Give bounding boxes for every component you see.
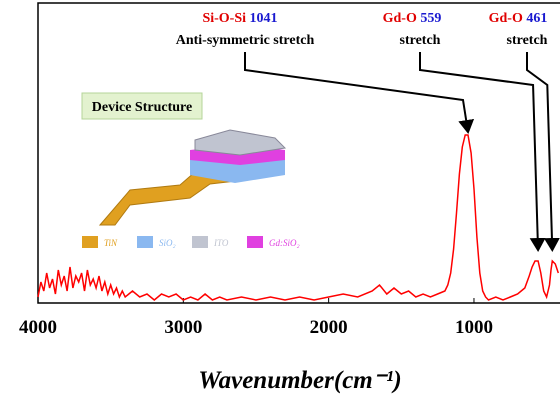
annotation-name: Si-O-Si [202, 11, 246, 26]
device-ito [194, 129, 287, 156]
annotation-note: stretch [400, 33, 441, 48]
annotation-value: 1041 [250, 11, 278, 26]
inset-title: Device Structure [92, 100, 192, 115]
legend-label: SiO₂ [159, 238, 176, 248]
annotation-label: Gd-O 559 [383, 11, 442, 26]
annotation-arrow [526, 52, 560, 252]
spectrum-line [37, 134, 560, 301]
plot-frame [37, 2, 560, 304]
legend-swatch [137, 236, 153, 248]
x-tick-label: 2000 [310, 317, 348, 338]
annotation-note: Anti-symmetric stretch [176, 33, 315, 48]
annotation-label: Si-O-Si 1041 [202, 11, 277, 26]
annotation-value: 461 [526, 11, 547, 26]
x-tick-label: 4000 [19, 317, 57, 338]
annotation-arrow [244, 52, 475, 134]
inset-title-box [81, 92, 203, 120]
legend-swatch [247, 236, 263, 248]
x-tick-label: 3000 [164, 317, 202, 338]
annotation-arrow [419, 52, 546, 252]
legend-swatch [82, 236, 98, 248]
annotation-value: 559 [420, 11, 441, 26]
x-tick-label: 1000 [455, 317, 493, 338]
annotation-name: Gd-O [383, 11, 417, 26]
annotation-label: Gd-O 461 [489, 11, 548, 26]
annotation-note: stretch [507, 33, 548, 48]
inset: Device Structure [81, 92, 287, 226]
legend-swatch [192, 236, 208, 248]
legend-label: Gd:SiO₂ [269, 238, 300, 248]
x-axis-label: Wavenumber(cm⁻¹) [198, 367, 402, 394]
annotation-name: Gd-O [489, 11, 523, 26]
legend-label: ITO [213, 238, 229, 248]
legend-label: TiN [104, 238, 118, 248]
